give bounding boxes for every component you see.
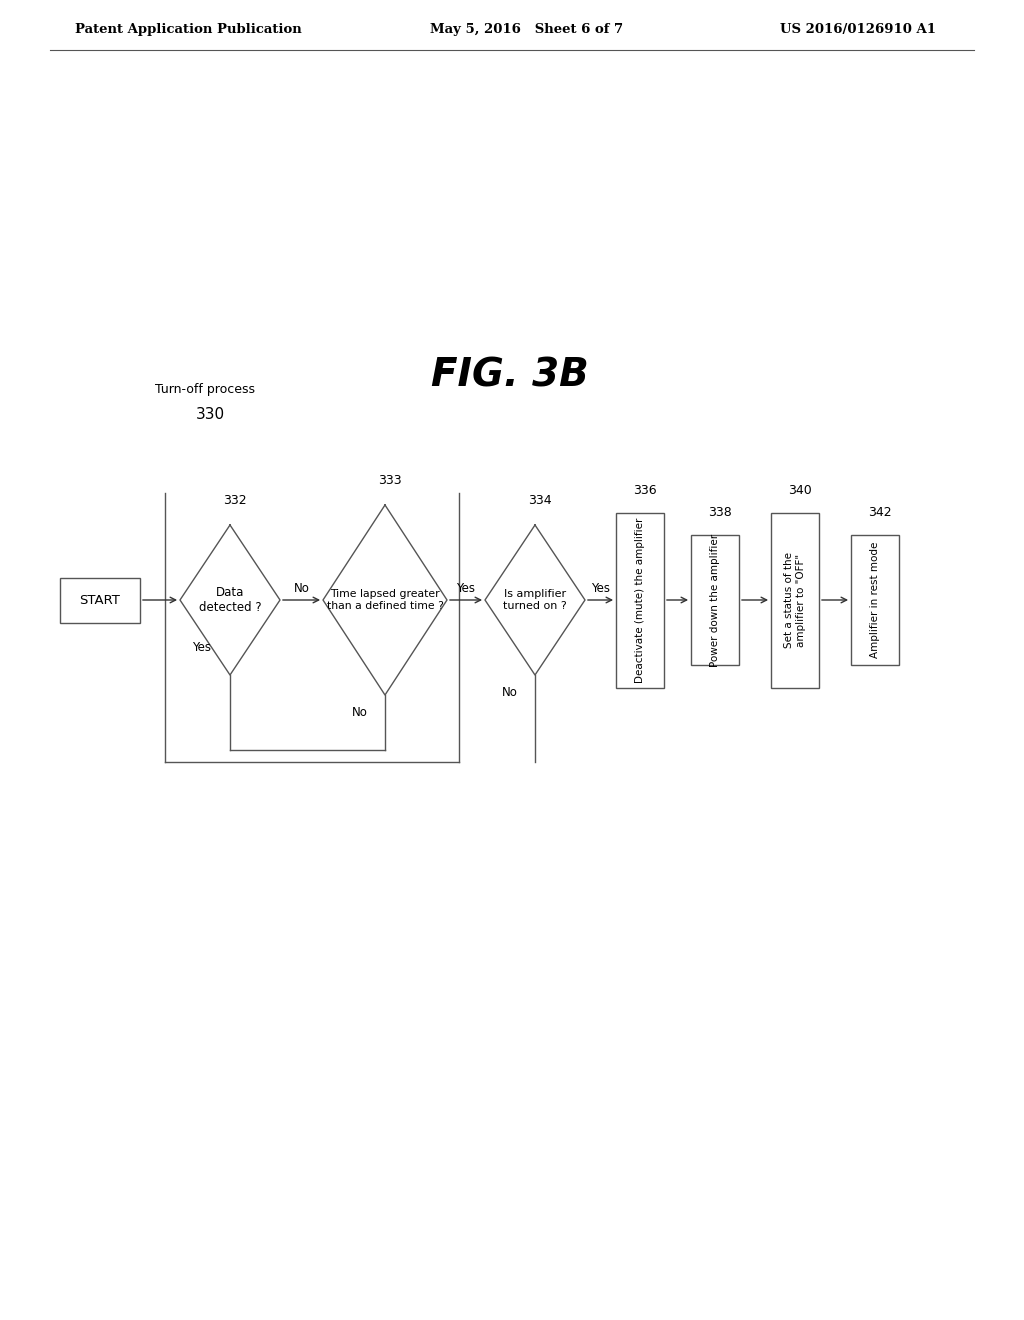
- Text: Amplifier in rest mode: Amplifier in rest mode: [870, 541, 880, 659]
- Text: Power down the amplifier: Power down the amplifier: [710, 533, 720, 667]
- Text: FIG. 3B: FIG. 3B: [431, 356, 589, 393]
- Text: Yes: Yes: [591, 582, 610, 594]
- Text: START: START: [80, 594, 121, 606]
- Bar: [60, 578, 140, 623]
- Text: US 2016/0126910 A1: US 2016/0126910 A1: [780, 24, 936, 37]
- Bar: [691, 535, 739, 665]
- Text: 330: 330: [196, 408, 224, 422]
- Text: Deactivate (mute) the amplifier: Deactivate (mute) the amplifier: [635, 517, 645, 682]
- Text: Time lapsed greater
than a defined time ?: Time lapsed greater than a defined time …: [327, 589, 443, 611]
- Text: 338: 338: [709, 507, 732, 520]
- Text: 333: 333: [378, 474, 401, 487]
- Bar: [771, 512, 819, 688]
- Text: Yes: Yes: [457, 582, 475, 594]
- Text: 332: 332: [223, 494, 247, 507]
- Text: 342: 342: [868, 507, 892, 520]
- Text: No: No: [352, 706, 368, 719]
- Text: Yes: Yes: [193, 642, 212, 653]
- Bar: [851, 535, 899, 665]
- Text: No: No: [294, 582, 309, 594]
- Text: 340: 340: [788, 484, 812, 498]
- Text: Turn-off process: Turn-off process: [155, 384, 255, 396]
- Text: Is amplifier
turned on ?: Is amplifier turned on ?: [503, 589, 567, 611]
- Text: No: No: [502, 686, 518, 700]
- Text: May 5, 2016   Sheet 6 of 7: May 5, 2016 Sheet 6 of 7: [430, 24, 624, 37]
- Text: Set a status of the
amplifier to "OFF": Set a status of the amplifier to "OFF": [784, 552, 806, 648]
- Text: 334: 334: [528, 494, 552, 507]
- Bar: [616, 512, 664, 688]
- Text: 336: 336: [633, 484, 656, 498]
- Text: Patent Application Publication: Patent Application Publication: [75, 24, 302, 37]
- Text: Data
detected ?: Data detected ?: [199, 586, 261, 614]
